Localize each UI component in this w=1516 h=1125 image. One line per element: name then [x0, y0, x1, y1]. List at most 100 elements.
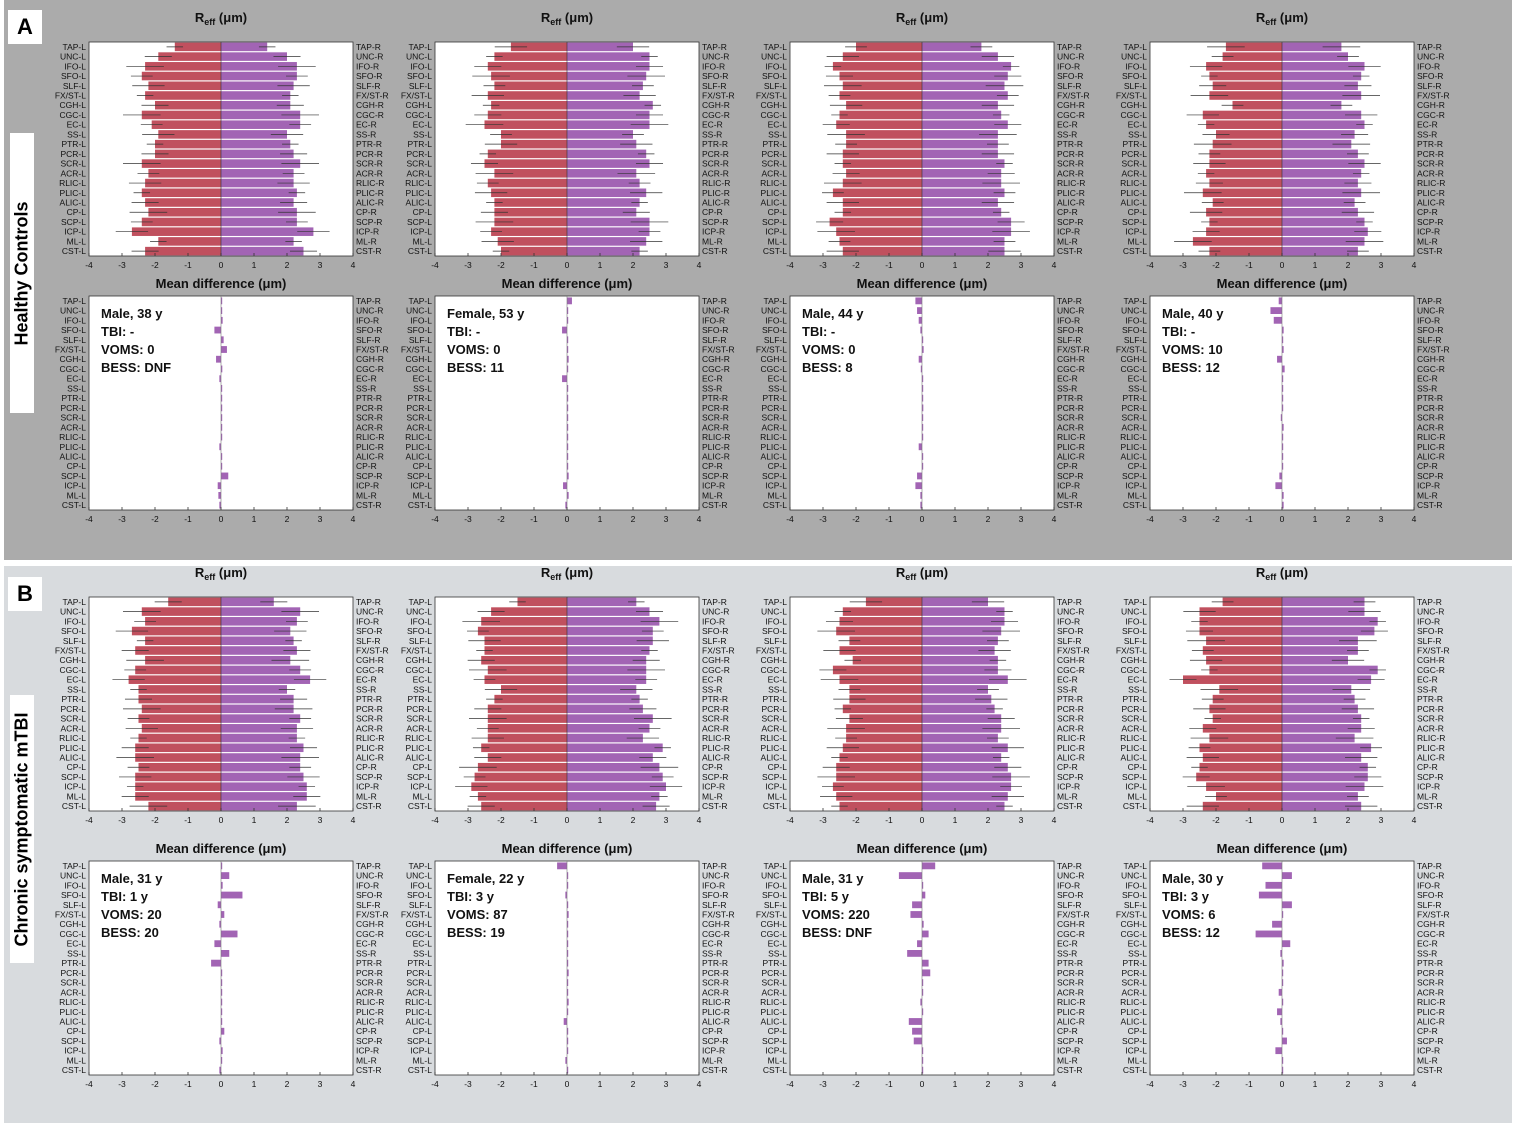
diff-bar [917, 307, 922, 314]
diff-left-tract-label: PLIC-L [60, 442, 87, 452]
reff-left-tract-label: ML-L [67, 236, 87, 246]
reff-bar-left [1202, 801, 1282, 811]
reff-right-tract-label: PTR-R [1417, 139, 1443, 149]
subject-info-line: VOMS: 20 [101, 907, 162, 922]
reff-right-tract-label: ICP-R [356, 227, 379, 237]
diff-bar [567, 1037, 569, 1045]
reff-tick-label: 4 [1412, 260, 1417, 270]
reff-bar-right [1282, 188, 1362, 198]
reff-bar-right [221, 685, 287, 694]
reff-left-tract-label: RLIC-L [405, 733, 432, 743]
diff-right-tract-label: SCP-R [1057, 471, 1083, 481]
reff-tick-label: -4 [786, 815, 794, 825]
diff-left-tract-label: SCR-L [1121, 413, 1147, 423]
reff-right-tract-label: RLIC-R [702, 733, 730, 743]
reff-left-tract-label: PLIC-L [406, 743, 433, 753]
diff-bar [219, 920, 221, 928]
diff-left-tract-label: CP-L [413, 1026, 433, 1036]
diff-bar [922, 433, 924, 441]
diff-bar [1282, 326, 1284, 334]
reff-left-tract-label: SS-L [768, 684, 787, 694]
reff-right-tract-label: PCR-R [1057, 149, 1084, 159]
reff-left-tract-label: CGH-L [406, 655, 433, 665]
reff-bar-left [141, 724, 221, 733]
reff-bar-left [141, 71, 221, 81]
reff-bar-left [1209, 149, 1282, 159]
reff-right-tract-label: ML-R [1417, 791, 1438, 801]
reff-bar-right [567, 169, 637, 178]
reff-bar-right [922, 62, 1012, 71]
diff-bar [922, 920, 924, 928]
diff-chart-1: Mean difference (μm) Female, 53 y TBI: - VO… [401, 276, 735, 524]
diff-left-tract-label: CST-L [62, 500, 86, 510]
reff-tick-label: 3 [664, 815, 669, 825]
reff-bar-left [1232, 100, 1282, 110]
reff-right-tract-label: CGH-R [356, 100, 384, 110]
reff-left-tract-label: ML-L [768, 236, 788, 246]
reff-right-tract-label: RLIC-R [356, 178, 384, 188]
reff-left-tract-label: IFO-L [410, 616, 432, 626]
diff-left-tract-label: PTR-L [61, 958, 86, 968]
diff-bar [563, 482, 567, 490]
diff-right-tract-label: PLIC-R [356, 1007, 384, 1017]
reff-bar-right [922, 110, 1002, 120]
diff-bar [922, 969, 931, 977]
reff-left-tract-label: SCP-L [407, 772, 432, 782]
reff-bar-right [567, 772, 663, 782]
reff-right-tract-label: EC-R [702, 675, 723, 685]
reff-bar-right [922, 42, 982, 52]
reff-right-tract-label: ICP-R [1417, 227, 1440, 237]
reff-bar-left [1192, 237, 1282, 246]
diff-axis-title: Mean difference (μm) [502, 841, 633, 856]
reff-left-tract-label: CGH-L [1121, 100, 1148, 110]
diff-left-tract-label: ALIC-L [406, 452, 433, 462]
reff-left-tract-label: SCR-L [60, 714, 86, 724]
reff-bar-right [1282, 636, 1358, 646]
diff-left-tract-label: UNC-L [1121, 871, 1147, 881]
diff-left-tract-label: ALIC-L [761, 452, 788, 462]
reff-right-tract-label: CST-R [1417, 801, 1443, 811]
reff-bar-left [155, 100, 221, 110]
diff-right-tract-label: CGH-R [356, 919, 384, 929]
diff-left-tract-label: ML-L [1128, 1055, 1148, 1065]
reff-bar-left [487, 753, 567, 762]
reff-bar-right [221, 178, 294, 188]
reff-bar-right [922, 130, 998, 139]
diff-left-tract-label: CP-L [67, 461, 87, 471]
diff-bar [567, 1027, 569, 1035]
reff-bar-left [842, 149, 922, 159]
diff-tick-label: -3 [819, 514, 827, 524]
reff-left-tract-label: TAP-L [764, 42, 788, 52]
diff-left-tract-label: SLF-L [1124, 335, 1147, 345]
reff-right-tract-label: CGC-R [356, 110, 384, 120]
subject-info-line: Male, 38 y [101, 306, 163, 321]
reff-tick-label: -4 [431, 260, 439, 270]
diff-left-tract-label: TAP-L [63, 296, 87, 306]
reff-right-tract-label: TAP-R [1057, 597, 1082, 607]
reff-bar-right [567, 724, 650, 733]
reff-bar-left [135, 792, 221, 801]
reff-bar-right [1282, 227, 1368, 236]
diff-bar [562, 375, 567, 383]
reff-bar-right [1282, 626, 1375, 636]
reff-bar-right [922, 198, 998, 207]
reff-bar-left [138, 685, 221, 694]
reff-right-tract-label: SCR-R [702, 159, 729, 169]
subject-info-line: TBI: 3 y [1162, 889, 1210, 904]
diff-bar [221, 930, 238, 938]
reff-bar-left [836, 626, 922, 636]
diff-right-tract-label: CGH-R [356, 354, 384, 364]
subject-info-line: TBI: - [802, 324, 835, 339]
diff-left-tract-label: SLF-L [409, 335, 432, 345]
diff-bar [221, 911, 225, 918]
diff-right-tract-label: CP-R [356, 461, 377, 471]
diff-bar [922, 346, 924, 353]
reff-bar-left [1209, 704, 1282, 714]
diff-left-tract-label: SLF-L [1124, 900, 1147, 910]
reff-left-tract-label: ML-L [67, 791, 87, 801]
reff-tick-label: -2 [151, 815, 159, 825]
diff-bar [221, 365, 223, 373]
diff-bar [922, 979, 924, 986]
reff-left-tract-label: CGC-L [1121, 110, 1148, 120]
diff-tick-label: 4 [697, 1079, 702, 1089]
